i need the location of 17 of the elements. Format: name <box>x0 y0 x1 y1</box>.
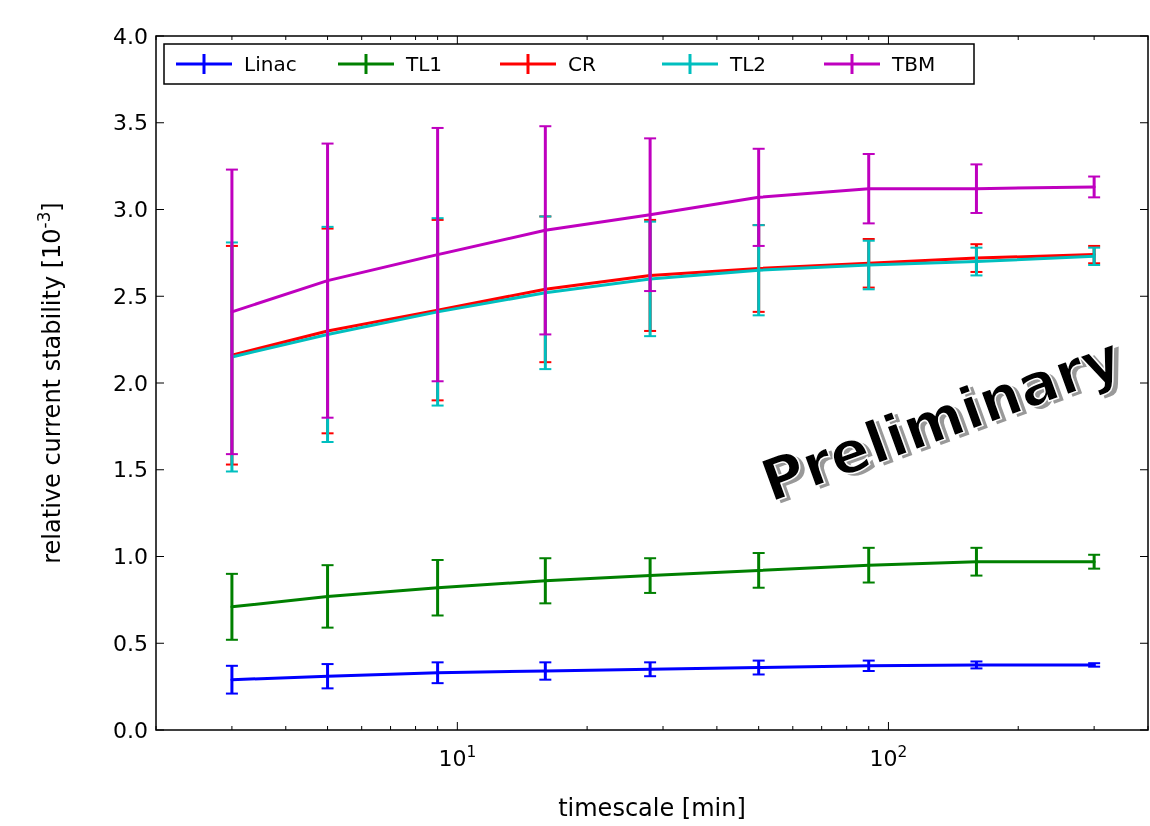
x-axis-title: timescale [min] <box>558 794 746 822</box>
y-tick-label: 4.0 <box>113 23 148 49</box>
x-tick-label: 10$^{2}$ <box>869 743 908 771</box>
y-tick-label: 2.0 <box>113 370 148 396</box>
y-tick-label: 2.5 <box>113 283 148 309</box>
legend-label: Linac <box>244 52 297 76</box>
legend-label: TL1 <box>405 52 443 76</box>
legend-label: TBM <box>891 52 936 76</box>
y-tick-label: 3.0 <box>113 197 148 223</box>
y-tick-label: 3.5 <box>113 110 148 136</box>
y-tick-label: 0.5 <box>113 630 148 656</box>
y-tick-label: 0.0 <box>113 717 148 743</box>
legend-label: TL2 <box>729 52 767 76</box>
x-tick-label: 10$^{1}$ <box>438 743 477 771</box>
y-tick-label: 1.0 <box>113 544 148 570</box>
legend-label: CR <box>568 52 596 76</box>
y-tick-label: 1.5 <box>113 457 148 483</box>
